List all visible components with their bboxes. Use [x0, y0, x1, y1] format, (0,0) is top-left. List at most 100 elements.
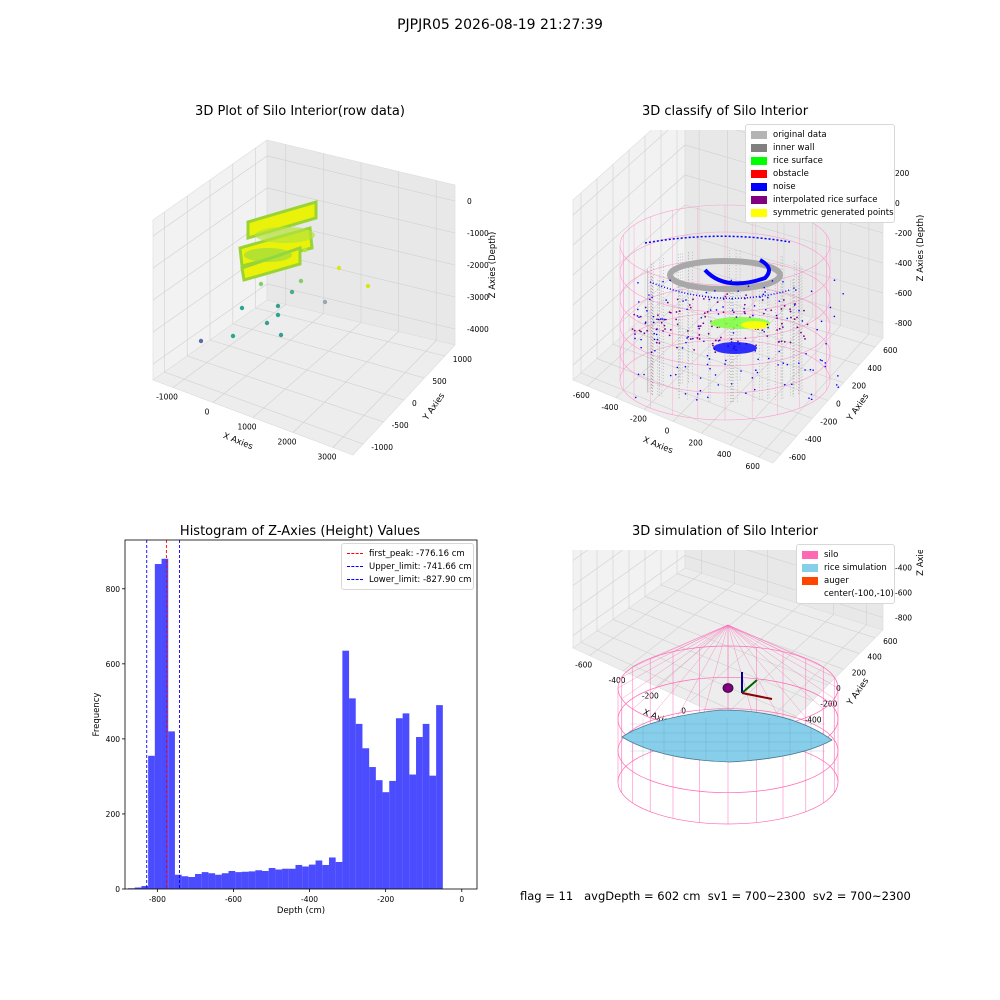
silo-ring — [619, 231, 831, 313]
noise-arc — [644, 235, 791, 244]
grid-line — [676, 573, 876, 639]
y-tick-label: 200 — [852, 668, 867, 677]
legend-label: Lower_limit: -827.90 cm — [369, 574, 472, 585]
interpolated-point — [712, 344, 714, 347]
interpolated-point — [688, 304, 691, 306]
noise-point — [740, 370, 742, 372]
z-tick-label: -600 — [895, 289, 912, 298]
interpolated-point — [666, 301, 669, 304]
silo-roof-wire — [621, 624, 729, 700]
interpolated-point — [703, 312, 706, 315]
silo-roof-wire — [650, 624, 729, 659]
silo-roof-wire — [672, 624, 729, 725]
noise-point — [685, 341, 687, 344]
interpolated-point — [781, 326, 784, 329]
x-tick-label: 0 — [205, 408, 210, 417]
histogram-bar — [429, 775, 437, 889]
noise-point — [763, 330, 765, 333]
z-tick-label: -200 — [895, 229, 912, 238]
noise-point — [793, 287, 795, 289]
noise-point — [669, 279, 671, 282]
interpolated-point — [644, 306, 647, 309]
noise-point — [778, 300, 781, 303]
y-tick-label: -200 — [820, 700, 837, 709]
x-axis-label: X Axies — [221, 431, 254, 452]
noise-point — [805, 352, 807, 355]
legend-entry: interpolated rice surface — [751, 193, 889, 206]
y-tick-label: 600 — [883, 637, 898, 646]
y-tick-label: 400 — [867, 364, 882, 373]
interpolated-point — [776, 317, 778, 320]
scatter-point — [289, 289, 295, 295]
interpolated-point — [643, 332, 646, 335]
x-tick-label: 200 — [688, 438, 703, 447]
noise-point — [820, 320, 823, 323]
symmetric-points-patch — [741, 321, 769, 329]
legend-swatch — [802, 590, 818, 598]
interpolated-point — [663, 324, 666, 327]
noise-point — [835, 384, 838, 386]
raw-data-3d-plot[interactable]: -1000 0 1000 2000 3000 -1000 -500 0 500 1000 0 -100… — [140, 130, 500, 475]
grid-line — [572, 550, 884, 586]
interpolated-point — [636, 315, 639, 317]
noise-point — [676, 366, 679, 369]
center-axis-y — [741, 679, 758, 694]
scatter-point — [275, 303, 281, 309]
noise-point — [767, 326, 769, 329]
noise-point — [793, 304, 796, 306]
grid-line — [164, 371, 364, 445]
legend-label: auger — [824, 575, 849, 586]
interpolated-point — [732, 311, 735, 314]
histogram-bar — [315, 860, 323, 889]
legend-swatch — [802, 576, 818, 585]
histogram-bar — [221, 873, 229, 889]
histogram-bar — [402, 713, 410, 889]
noise-point — [816, 328, 818, 331]
legend-swatch — [751, 130, 767, 139]
noise-point — [764, 291, 766, 293]
scatter-point — [239, 305, 245, 311]
legend-entry: Lower_limit: -827.90 cm — [347, 573, 472, 586]
histogram-bar — [195, 873, 202, 889]
interpolated-point — [789, 310, 792, 313]
y-tick-label: -200 — [820, 417, 837, 426]
grid-line — [187, 355, 384, 423]
noise-point — [705, 291, 708, 294]
interpolated-point — [778, 340, 780, 343]
y-tick-label: -500 — [392, 421, 409, 430]
auger-marker — [722, 683, 734, 693]
legend-label: silo — [824, 549, 839, 560]
noise-point — [652, 321, 655, 324]
silo-roof-wire — [699, 624, 729, 648]
interpolated-point — [790, 316, 792, 319]
noise-point — [653, 338, 656, 341]
interpolated-point — [762, 312, 765, 315]
noise-point — [782, 280, 784, 283]
x-tick-label: -800 — [149, 895, 166, 904]
noise-point — [753, 305, 756, 307]
interpolated-point — [708, 298, 711, 301]
interpolated-point — [789, 308, 791, 311]
interpolated-point — [702, 297, 705, 300]
interpolated-point — [800, 331, 802, 334]
x-axis-label: X Axies — [641, 435, 674, 456]
z-tick-label: -600 — [895, 589, 912, 598]
center-axis-x — [741, 692, 773, 700]
legend-entry: center(-100,-10) — [802, 587, 894, 600]
histogram-chart[interactable]: -800 -600 -400 -200 0 0 200 400 600 800 Depth (cm)… — [85, 535, 495, 920]
x-tick-label: 0 — [459, 895, 464, 904]
noise-point — [767, 296, 769, 299]
noise-point — [699, 377, 702, 379]
noise-point — [821, 359, 823, 362]
noise-band — [649, 281, 791, 300]
silo-ring — [619, 312, 831, 394]
interpolated-point — [782, 299, 785, 301]
x-tick-label: 400 — [717, 450, 732, 459]
classify-3d-plot[interactable]: -600-400-2000200400600-600-400-200020040… — [560, 130, 940, 475]
noise-point — [767, 357, 770, 360]
interpolated-point — [796, 316, 798, 319]
grid-line — [660, 584, 860, 654]
noise-point — [715, 309, 718, 311]
noise-point — [752, 314, 754, 317]
y-tick-label: 400 — [106, 735, 121, 744]
